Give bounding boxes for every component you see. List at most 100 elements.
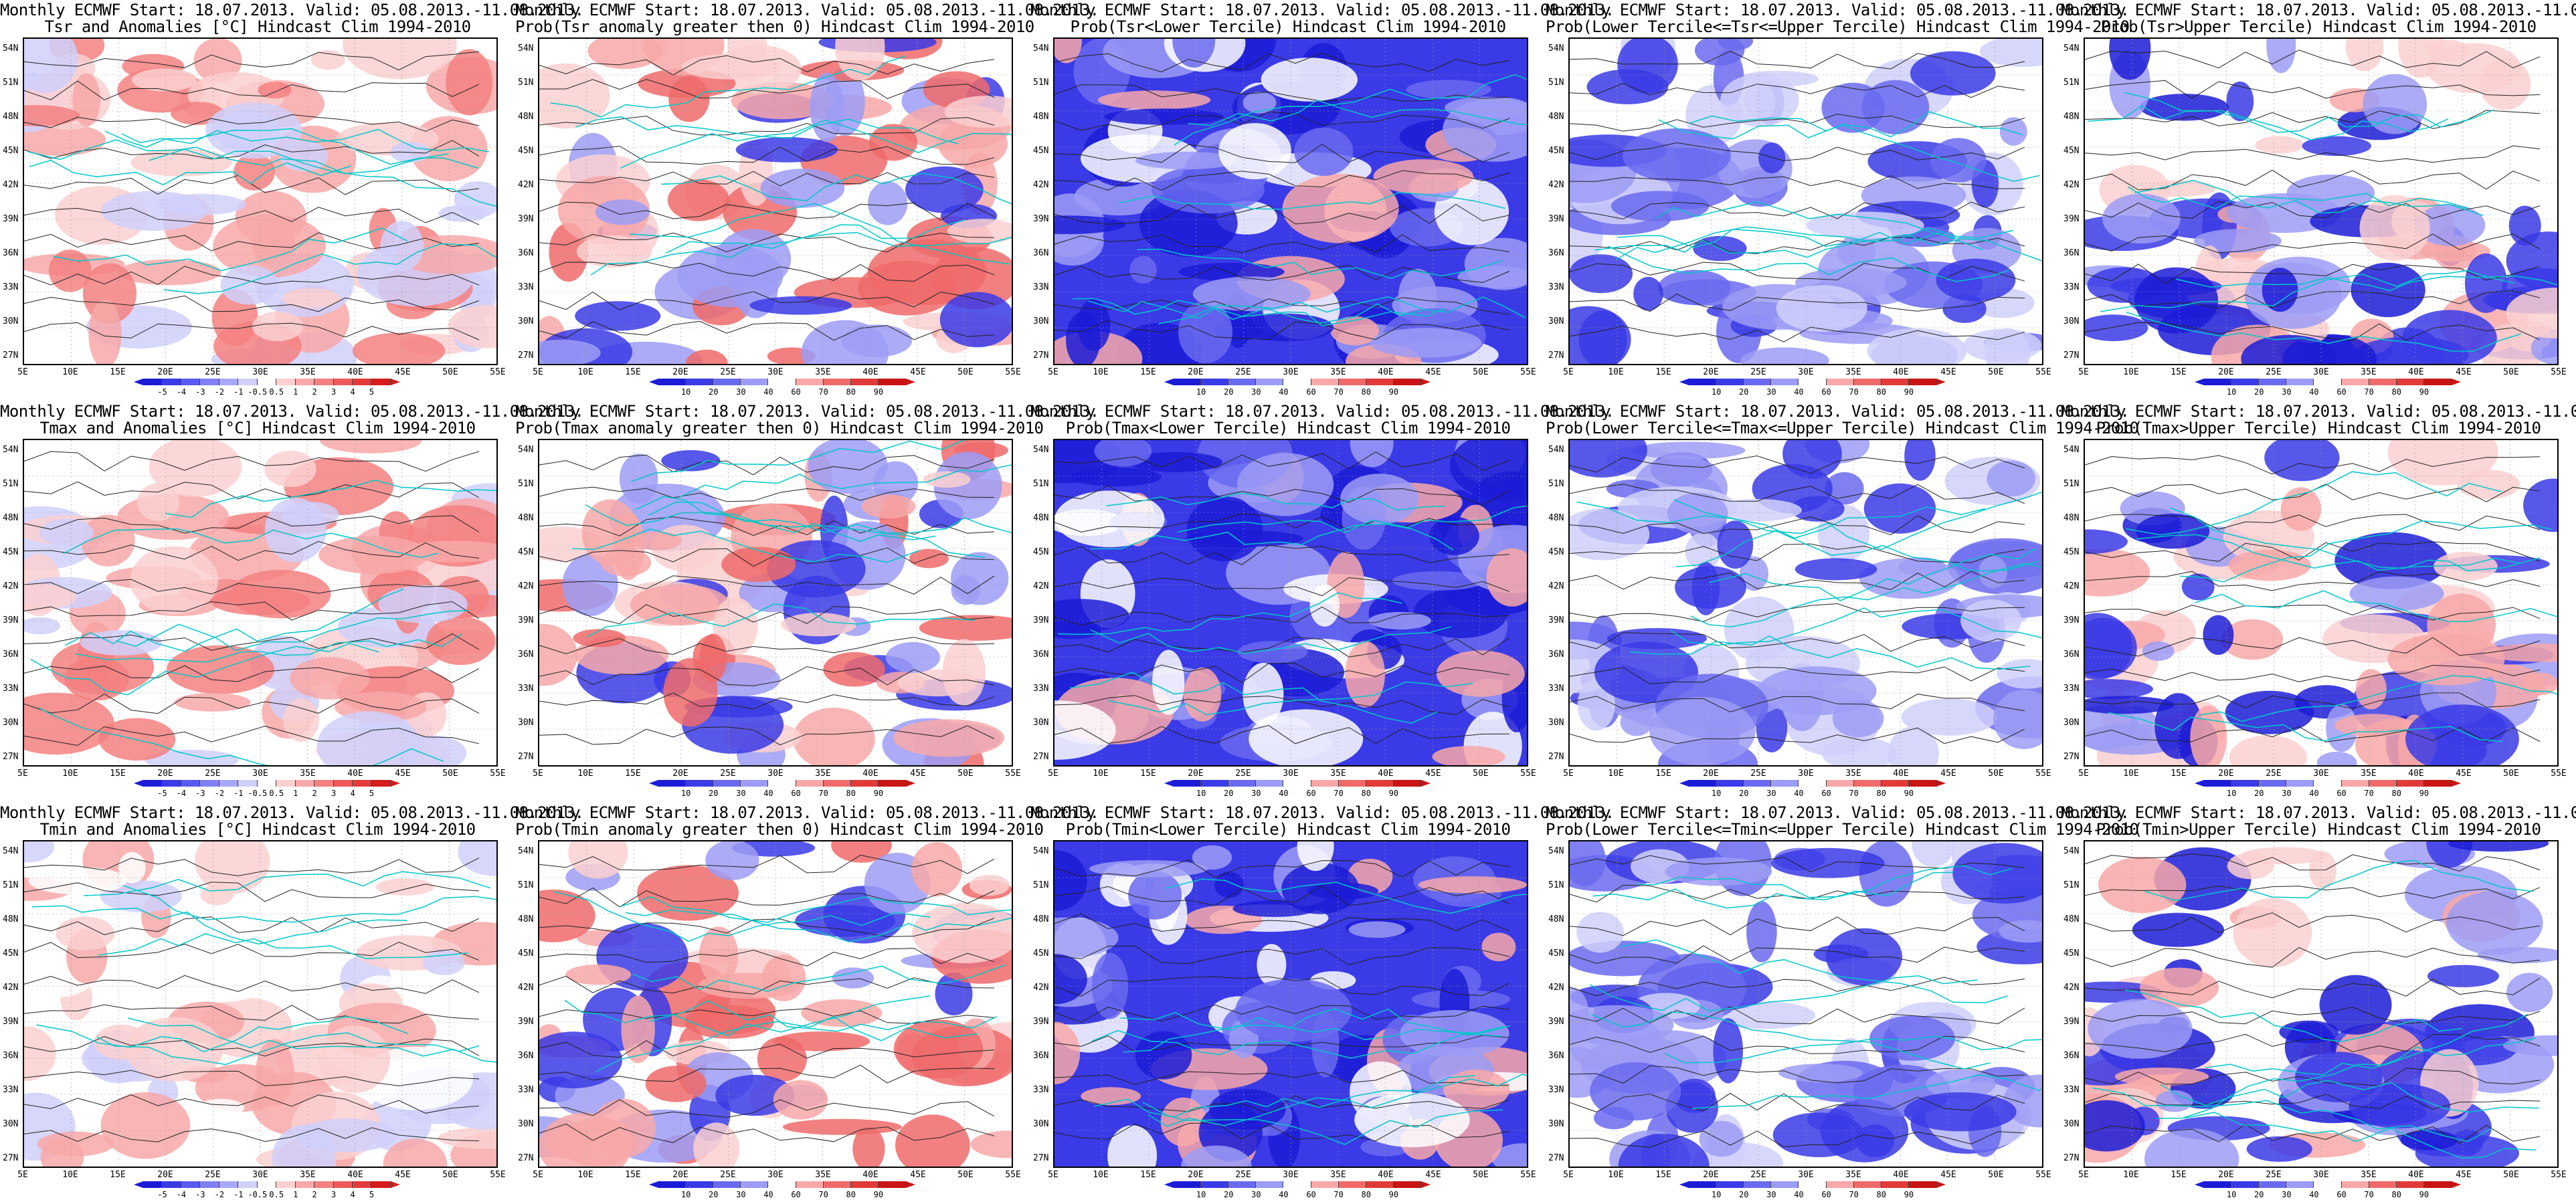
latitude-label: 30N — [3, 316, 19, 326]
colorbar-swatch — [2369, 780, 2397, 787]
shading-blob — [539, 623, 578, 686]
colorbar-arrow-left — [134, 379, 143, 385]
colorbar-swatch — [878, 780, 906, 787]
coastline — [678, 464, 1012, 498]
longitude-label: 55E — [1005, 367, 1021, 377]
coastline — [38, 707, 444, 765]
latitude-label: 54N — [2063, 43, 2080, 54]
latitude-label: 54N — [1033, 846, 1049, 856]
colorbar-label: 30 — [1766, 1190, 1776, 1199]
latitude-label: 30N — [1033, 718, 1049, 728]
shading-blob — [947, 219, 1012, 244]
shading-blob — [1089, 860, 1208, 878]
latitude-label: 51N — [1548, 880, 1564, 890]
shading-blob — [188, 922, 285, 959]
colorbar-arrow-left — [134, 1181, 143, 1188]
colorbar-swatch — [200, 780, 219, 787]
colorbar-label: 70 — [818, 789, 828, 798]
contour-line — [24, 975, 480, 994]
latitude-label: 45N — [2063, 146, 2080, 156]
shading-blob — [1297, 841, 1334, 872]
map-panel: Monthly ECMWF Start: 18.07.2013. Valid: … — [515, 803, 1099, 1204]
longitude-label: 40E — [862, 1170, 879, 1180]
latitude-label: 33N — [2063, 684, 2080, 694]
colorbar-swatch — [2341, 780, 2369, 787]
colorbar-swatch — [1201, 379, 1229, 385]
coastline — [666, 231, 1012, 254]
colorbar-swatch — [2423, 379, 2452, 385]
longitude-label: 10E — [2123, 1170, 2139, 1180]
longitude-label: 55E — [2551, 769, 2567, 779]
longitude-label: 10E — [1093, 769, 1109, 779]
shading-blob — [1987, 460, 2035, 497]
shading-blob — [2506, 288, 2557, 338]
colorbar-label: 30 — [736, 1190, 746, 1199]
shading-blob — [1218, 123, 1291, 179]
contour-line — [2085, 947, 2541, 968]
longitude-label: 15E — [110, 367, 126, 377]
shading-blob — [145, 749, 239, 765]
longitude-label: 15E — [110, 769, 126, 779]
panel-title-line2: Prob(Tsr>Upper Tercile) Hindcast Clim 19… — [2100, 17, 2537, 36]
longitude-label: 40E — [862, 367, 879, 377]
longitude-label: 10E — [62, 769, 78, 779]
shading-blob — [278, 973, 349, 1026]
shading-blob — [1070, 468, 1162, 487]
coastline — [2127, 186, 2468, 209]
shading-blob — [1178, 262, 1285, 281]
latitude-label: 36N — [1033, 649, 1049, 660]
shading-blob — [780, 613, 856, 637]
colorbar-swatch — [314, 780, 334, 787]
colorbar-label: -0.5 — [248, 387, 268, 397]
colorbar-swatch — [2204, 1181, 2232, 1188]
colorbar-swatch — [1799, 780, 1827, 787]
coastline — [1670, 607, 2042, 646]
colorbar-swatch — [371, 1181, 391, 1188]
shading-blob — [2415, 204, 2486, 246]
contour-line — [1570, 326, 2025, 342]
latitude-label: 42N — [2063, 581, 2080, 591]
longitude-label: 45E — [910, 367, 926, 377]
latitude-label: 51N — [1033, 78, 1049, 88]
contour-line — [539, 171, 995, 187]
panel-title-line1: Monthly ECMWF Start: 18.07.2013. Valid: … — [1546, 402, 2130, 421]
colorbar-label: 20 — [1738, 387, 1749, 397]
contour-line — [1054, 1095, 1510, 1114]
shading-blob — [912, 902, 1012, 964]
longitude-label: 35E — [2361, 367, 2377, 377]
colorbar-label: 10 — [1711, 789, 1722, 798]
coastline — [2124, 989, 2463, 1043]
colorbar-swatch — [823, 379, 851, 385]
latitude-label: 36N — [1548, 248, 1564, 258]
colorbar-label: 20 — [708, 789, 719, 798]
coastline — [1166, 878, 1527, 914]
colorbar-arrow-left — [1679, 379, 1689, 385]
latitude-label: 33N — [1548, 282, 1564, 292]
longitude-label: 20E — [1188, 367, 1204, 377]
longitude-label: 35E — [815, 1170, 831, 1180]
shading-blob — [1054, 1021, 1081, 1084]
latitude-label: 27N — [518, 1153, 534, 1163]
longitude-label: 10E — [1608, 367, 1624, 377]
map-svg — [2085, 39, 2557, 364]
coastline — [2156, 1013, 2528, 1119]
longitude-label: 30E — [2313, 1170, 2329, 1180]
latitude-label: 30N — [518, 316, 534, 326]
colorbar-swatch — [181, 780, 201, 787]
longitude-label: 45E — [2456, 367, 2472, 377]
colorbar — [1679, 1181, 1946, 1188]
colorbar-label: 40 — [763, 387, 773, 397]
shading-blob — [1590, 1062, 1681, 1121]
latitude-label: 42N — [2063, 180, 2080, 190]
coastline — [1106, 492, 1445, 511]
shading-blob — [1832, 700, 1884, 738]
colorbar-swatch — [1338, 379, 1366, 385]
coastline — [1673, 491, 2042, 550]
coastline — [1088, 300, 1446, 326]
colorbar — [2195, 1181, 2461, 1188]
shading-blob — [595, 199, 650, 225]
shading-blob — [24, 692, 114, 755]
colorbar-swatch — [1881, 780, 1909, 787]
longitude-label: 40E — [347, 1170, 363, 1180]
latitude-label: 48N — [2063, 914, 2080, 924]
